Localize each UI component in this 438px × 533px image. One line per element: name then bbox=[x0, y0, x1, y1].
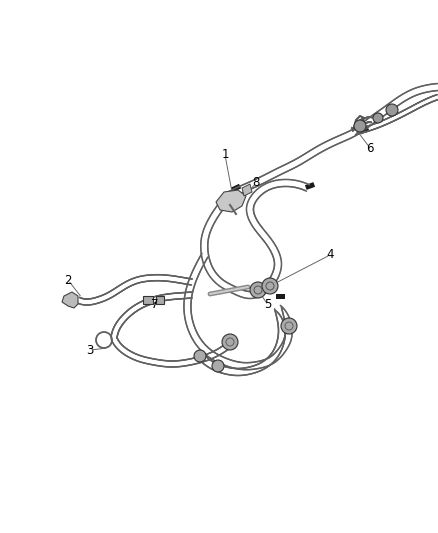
Text: 3: 3 bbox=[86, 343, 94, 357]
Text: 7: 7 bbox=[151, 298, 159, 311]
Circle shape bbox=[354, 120, 366, 132]
Bar bbox=[156, 296, 164, 304]
Bar bbox=[359, 126, 369, 134]
Circle shape bbox=[262, 278, 278, 294]
Circle shape bbox=[281, 318, 297, 334]
Circle shape bbox=[386, 104, 398, 116]
Bar bbox=[305, 182, 315, 190]
Circle shape bbox=[194, 350, 206, 362]
Bar bbox=[231, 184, 241, 192]
Circle shape bbox=[373, 113, 383, 123]
Bar bbox=[276, 294, 285, 298]
Bar bbox=[143, 296, 153, 304]
Polygon shape bbox=[62, 292, 78, 308]
Text: 5: 5 bbox=[264, 298, 272, 311]
Text: 2: 2 bbox=[64, 273, 72, 287]
Circle shape bbox=[250, 282, 266, 298]
Text: 8: 8 bbox=[252, 176, 260, 190]
Polygon shape bbox=[216, 190, 246, 212]
Text: 1: 1 bbox=[221, 149, 229, 161]
Circle shape bbox=[212, 360, 224, 372]
Text: 4: 4 bbox=[326, 248, 334, 262]
Text: 6: 6 bbox=[366, 141, 374, 155]
Polygon shape bbox=[242, 184, 252, 196]
Circle shape bbox=[222, 334, 238, 350]
